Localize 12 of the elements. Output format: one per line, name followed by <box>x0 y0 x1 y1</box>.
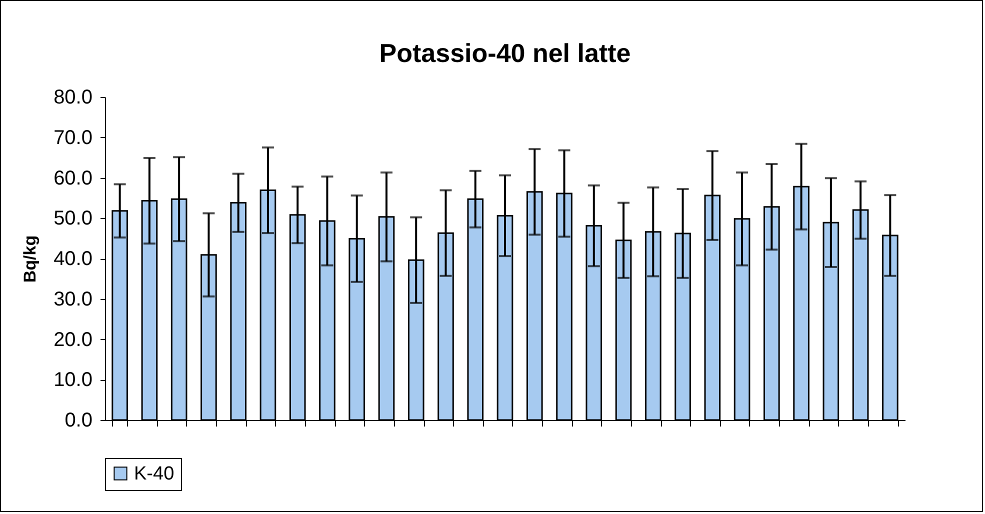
legend-label: K-40 <box>134 464 174 484</box>
y-tick-label: 80.0 <box>54 86 92 108</box>
y-tick-label: 70.0 <box>54 126 92 149</box>
y-tick-label: 10.0 <box>54 369 92 392</box>
y-tick-label: 50.0 <box>54 208 92 230</box>
y-tick-label: 0.0 <box>64 410 92 432</box>
y-tick-label: 30.0 <box>54 288 92 310</box>
y-tick-label: 60.0 <box>54 167 92 190</box>
y-tick-label: 40.0 <box>54 248 92 270</box>
chart-title: Potassio-40 nel latte <box>379 38 631 68</box>
y-axis-title: Bq/kg <box>20 235 40 283</box>
y-tick-label: 20.0 <box>54 328 92 351</box>
